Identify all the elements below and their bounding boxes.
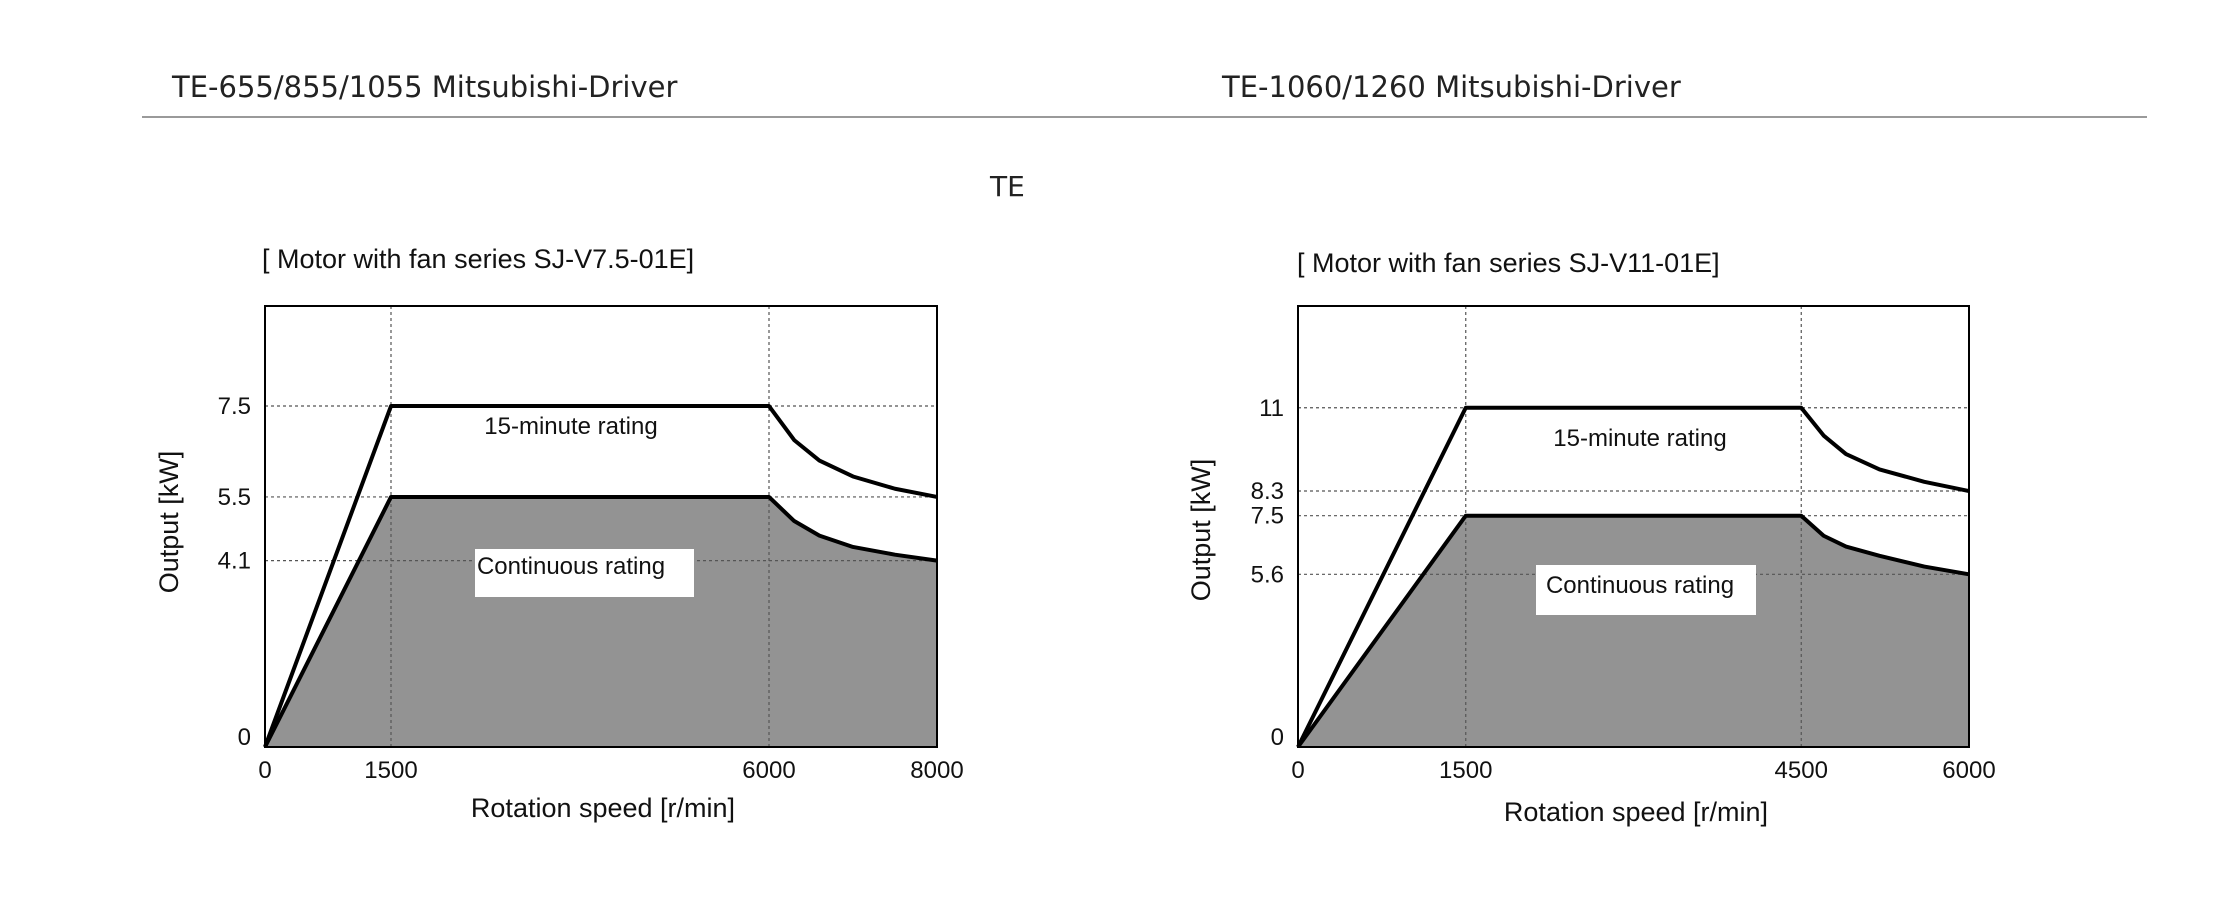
fifteen-minute-rating-line	[263, 404, 938, 748]
y-tick-label: 7.5	[1251, 503, 1284, 530]
fifteen-minute-rating-label: 15-minute rating	[1553, 425, 1726, 452]
header-divider	[142, 116, 2147, 118]
y-tick-label: 4.1	[218, 548, 251, 575]
chart-title: [ Motor with fan series SJ-V7.5-01E]	[262, 244, 694, 274]
x-axis-label: Rotation speed [r/min]	[471, 793, 735, 823]
chart-title: [ Motor with fan series SJ-V11-01E]	[1297, 248, 1720, 278]
left-header-title: TE-655/855/1055 Mitsubishi-Driver	[172, 70, 678, 104]
y-axis-label: Output [kW]	[154, 451, 184, 594]
x-tick-label: 0	[1291, 757, 1304, 784]
y-tick-label: 5.6	[1251, 561, 1284, 588]
y-tick-label: 11	[1259, 395, 1284, 422]
continuous-rating-area	[1298, 515, 1969, 747]
x-axis-label: Rotation speed [r/min]	[1504, 797, 1768, 827]
x-tick-label: 0	[258, 757, 271, 784]
continuous-rating-label: Continuous rating	[477, 553, 665, 580]
y-tick-label: 5.5	[218, 484, 251, 511]
y-tick-label: 7.5	[218, 393, 251, 420]
plot-frame	[264, 305, 938, 748]
y-tick-label: 8.3	[1251, 478, 1284, 505]
continuous-rating-label-box	[1536, 565, 1756, 615]
fifteen-minute-rating-line	[1296, 405, 1970, 748]
x-tick-label: 6000	[1942, 757, 1995, 784]
center-label: TE	[990, 170, 1025, 203]
continuous-rating-line	[263, 494, 938, 748]
x-tick-label: 6000	[742, 757, 795, 784]
y-tick-label: 0	[1271, 724, 1284, 751]
continuous-rating-label-box	[475, 549, 694, 597]
y-tick-label: 0	[238, 724, 251, 751]
continuous-rating-label: Continuous rating	[1546, 572, 1734, 599]
x-tick-label: 8000	[910, 757, 963, 784]
y-axis-label: Output [kW]	[1186, 459, 1216, 602]
fifteen-minute-rating-label: 15-minute rating	[484, 413, 657, 440]
x-tick-label: 1500	[1439, 757, 1492, 784]
x-tick-label: 4500	[1775, 757, 1828, 784]
x-tick-label: 1500	[364, 757, 417, 784]
right-header-title: TE-1060/1260 Mitsubishi-Driver	[1222, 70, 1681, 104]
continuous-rating-line	[1296, 513, 1970, 749]
plot-frame	[1297, 305, 1970, 748]
